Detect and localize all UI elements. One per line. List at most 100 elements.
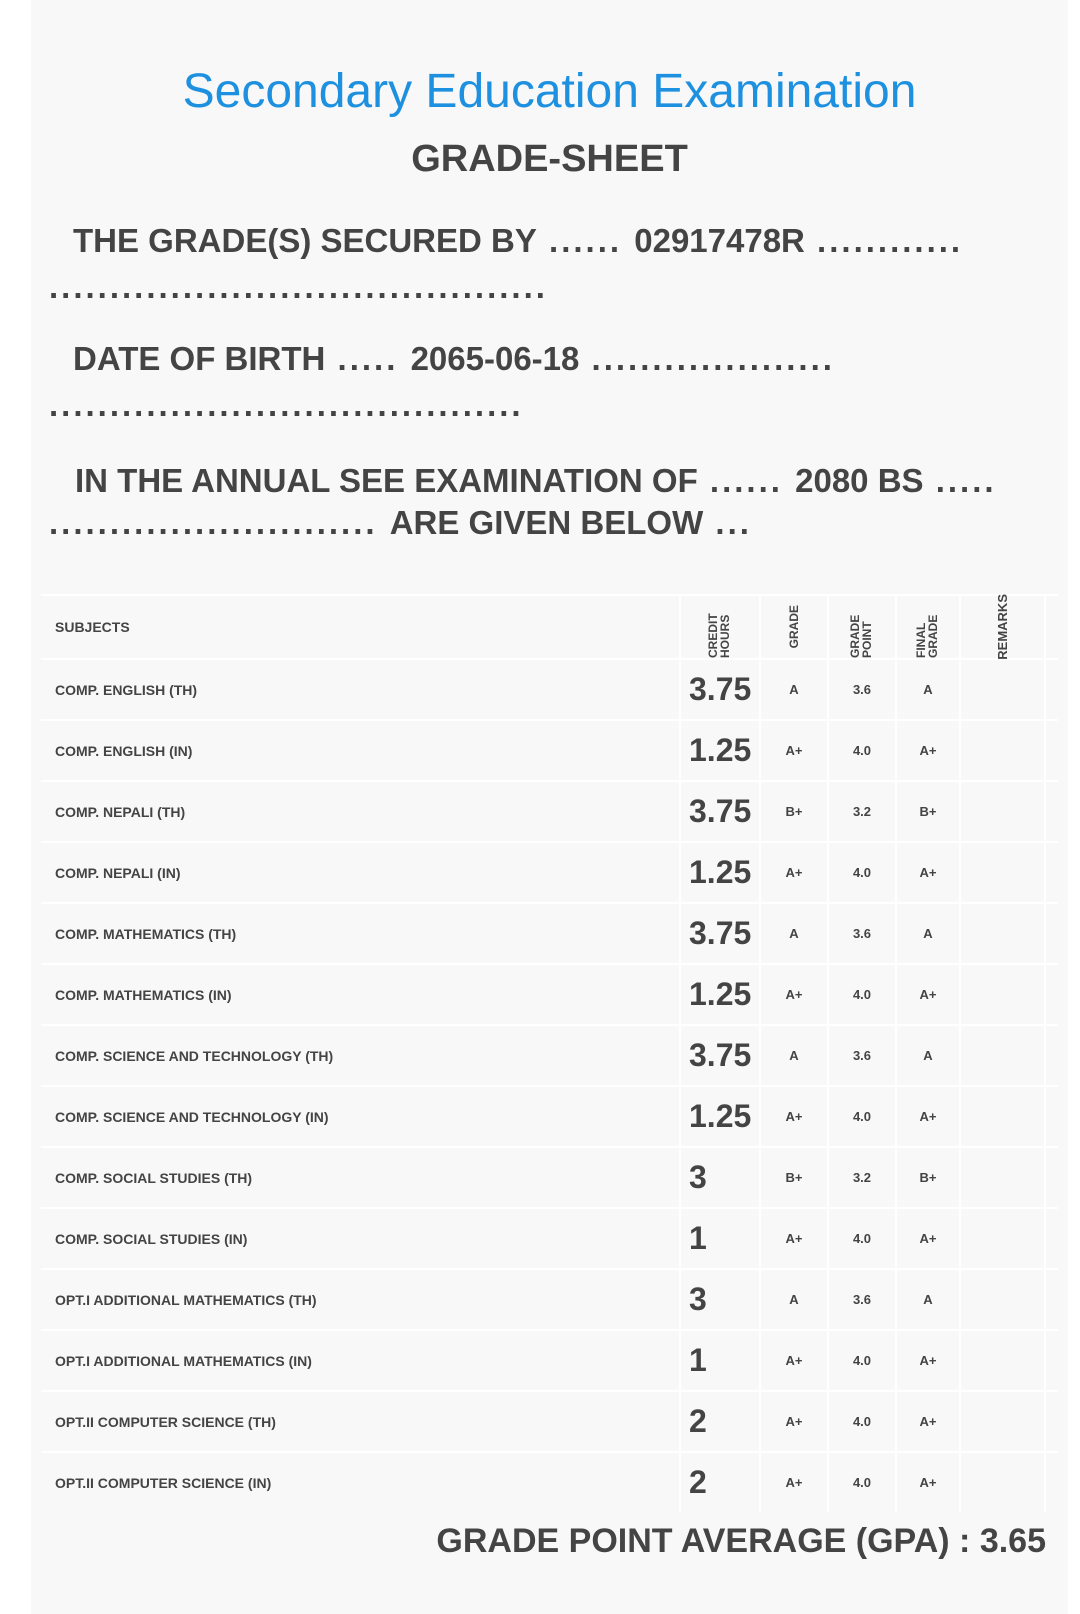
header-remarks: REMARKS	[994, 594, 1010, 660]
dob-line: DATE OF BIRTH ..... 2065-06-18 .........…	[73, 340, 835, 377]
subject-cell: OPT.I ADDITIONAL MATHEMATICS (TH)	[41, 1270, 681, 1329]
remarks-cell	[961, 721, 1046, 780]
grade-point-cell: 3.6	[829, 904, 897, 963]
table-row: OPT.II COMPUTER SCIENCE (TH) 2 A+ 4.0 A+	[41, 1390, 1058, 1451]
grade-point-cell: 4.0	[829, 1453, 897, 1512]
final-grade-cell: A+	[897, 1392, 961, 1451]
credit-hours-cell: 1	[681, 1209, 761, 1268]
credit-hours-cell: 1	[681, 1331, 761, 1390]
subject-cell: COMP. NEPALI (IN)	[41, 843, 681, 902]
grade-point-cell: 4.0	[829, 843, 897, 902]
table-row: COMP. NEPALI (TH) 3.75 B+ 3.2 B+	[41, 780, 1058, 841]
remarks-cell	[961, 1148, 1046, 1207]
grade-cell: A+	[761, 1392, 829, 1451]
grade-point-cell: 3.2	[829, 782, 897, 841]
secured-by-label: THE GRADE(S) SECURED BY	[73, 222, 537, 259]
grade-cell: A+	[761, 1209, 829, 1268]
table-row: COMP. SCIENCE AND TECHNOLOGY (TH) 3.75 A 3.…	[41, 1024, 1058, 1085]
table-row: OPT.II COMPUTER SCIENCE (IN) 2 A+ 4.0 A+	[41, 1451, 1058, 1512]
credit-hours-cell: 1.25	[681, 965, 761, 1024]
final-grade-cell: A+	[897, 1453, 961, 1512]
credit-hours-cell: 3.75	[681, 660, 761, 719]
subject-cell: COMP. SOCIAL STUDIES (IN)	[41, 1209, 681, 1268]
remarks-cell	[961, 1270, 1046, 1329]
final-grade-cell: A+	[897, 1087, 961, 1146]
grade-point-cell: 4.0	[829, 1087, 897, 1146]
credit-hours-cell: 3	[681, 1148, 761, 1207]
dob-label: DATE OF BIRTH	[73, 340, 326, 377]
grade-point-cell: 3.2	[829, 1148, 897, 1207]
credit-hours-cell: 1.25	[681, 1087, 761, 1146]
gpa-label: GRADE POINT AVERAGE (GPA) :	[436, 1522, 971, 1560]
grades-table: SUBJECTS CREDIT HOURS GRADE GRADE POINT …	[41, 594, 1058, 1512]
credit-hours-cell: 3	[681, 1270, 761, 1329]
grade-cell: A+	[761, 1331, 829, 1390]
table-row: COMP. ENGLISH (IN) 1.25 A+ 4.0 A+	[41, 719, 1058, 780]
final-grade-cell: A+	[897, 1331, 961, 1390]
table-row: COMP. MATHEMATICS (TH) 3.75 A 3.6 A	[41, 902, 1058, 963]
remarks-cell	[961, 904, 1046, 963]
final-grade-cell: A+	[897, 843, 961, 902]
final-grade-cell: B+	[897, 1148, 961, 1207]
dotted-line: .......................................	[49, 386, 524, 423]
grade-cell: A	[761, 660, 829, 719]
grade-cell: A	[761, 904, 829, 963]
gpa-summary: GRADE POINT AVERAGE (GPA) : 3.65	[436, 1522, 1046, 1561]
table-row: COMP. SOCIAL STUDIES (TH) 3 B+ 3.2 B+	[41, 1146, 1058, 1207]
table-row: COMP. NEPALI (IN) 1.25 A+ 4.0 A+	[41, 841, 1058, 902]
remarks-cell	[961, 782, 1046, 841]
table-row: COMP. ENGLISH (TH) 3.75 A 3.6 A	[41, 658, 1058, 719]
grade-sheet-card: Secondary Education Examination GRADE-SH…	[31, 0, 1068, 1614]
remarks-cell	[961, 1453, 1046, 1512]
final-grade-cell: A	[897, 1026, 961, 1085]
remarks-cell	[961, 965, 1046, 1024]
table-row: OPT.I ADDITIONAL MATHEMATICS (IN) 1 A+ 4.0 A…	[41, 1329, 1058, 1390]
given-below-text: ARE GIVEN BELOW	[389, 504, 704, 541]
final-grade-cell: A	[897, 904, 961, 963]
dob-value: 2065-06-18	[410, 340, 580, 377]
credit-hours-cell: 1.25	[681, 843, 761, 902]
grade-cell: A+	[761, 721, 829, 780]
subject-cell: COMP. ENGLISH (IN)	[41, 721, 681, 780]
grade-cell: A	[761, 1026, 829, 1085]
subject-cell: COMP. SOCIAL STUDIES (TH)	[41, 1148, 681, 1207]
subject-cell: OPT.I ADDITIONAL MATHEMATICS (IN)	[41, 1331, 681, 1390]
subject-cell: COMP. SCIENCE AND TECHNOLOGY (TH)	[41, 1026, 681, 1085]
symbol-number: 02917478R	[634, 222, 805, 259]
remarks-cell	[961, 1331, 1046, 1390]
final-grade-cell: A+	[897, 1209, 961, 1268]
table-row: COMP. SOCIAL STUDIES (IN) 1 A+ 4.0 A+	[41, 1207, 1058, 1268]
remarks-cell	[961, 1209, 1046, 1268]
subject-cell: COMP. NEPALI (TH)	[41, 782, 681, 841]
final-grade-cell: A+	[897, 965, 961, 1024]
final-grade-cell: A	[897, 660, 961, 719]
table-header: SUBJECTS CREDIT HOURS GRADE GRADE POINT …	[41, 594, 1058, 660]
remarks-cell	[961, 1087, 1046, 1146]
remarks-cell	[961, 1392, 1046, 1451]
table-row: COMP. MATHEMATICS (IN) 1.25 A+ 4.0 A+	[41, 963, 1058, 1024]
grade-point-cell: 4.0	[829, 965, 897, 1024]
remarks-cell	[961, 843, 1046, 902]
credit-hours-cell: 3.75	[681, 782, 761, 841]
remarks-cell	[961, 1026, 1046, 1085]
grade-cell: A+	[761, 965, 829, 1024]
subject-cell: COMP. SCIENCE AND TECHNOLOGY (IN)	[41, 1087, 681, 1146]
final-grade-cell: B+	[897, 782, 961, 841]
page-title: GRADE-SHEET	[411, 138, 688, 180]
secured-by-line: THE GRADE(S) SECURED BY ...... 02917478R…	[73, 222, 964, 259]
header-subjects: SUBJECTS	[41, 596, 681, 658]
grade-cell: A+	[761, 843, 829, 902]
final-grade-cell: A+	[897, 721, 961, 780]
grade-point-cell: 3.6	[829, 1270, 897, 1329]
grade-point-cell: 3.6	[829, 660, 897, 719]
header-grade-point: GRADE POINT	[848, 614, 874, 658]
given-below-line: ........................... ARE GIVEN BE…	[49, 504, 752, 541]
exam-title: Secondary Education Examination	[182, 65, 917, 118]
exam-label: IN THE ANNUAL SEE EXAMINATION OF	[75, 462, 698, 499]
grade-point-cell: 4.0	[829, 1331, 897, 1390]
final-grade-cell: A	[897, 1270, 961, 1329]
subject-cell: OPT.II COMPUTER SCIENCE (TH)	[41, 1392, 681, 1451]
grade-point-cell: 4.0	[829, 1392, 897, 1451]
table-row: OPT.I ADDITIONAL MATHEMATICS (TH) 3 A 3.6 A	[41, 1268, 1058, 1329]
credit-hours-cell: 1.25	[681, 721, 761, 780]
